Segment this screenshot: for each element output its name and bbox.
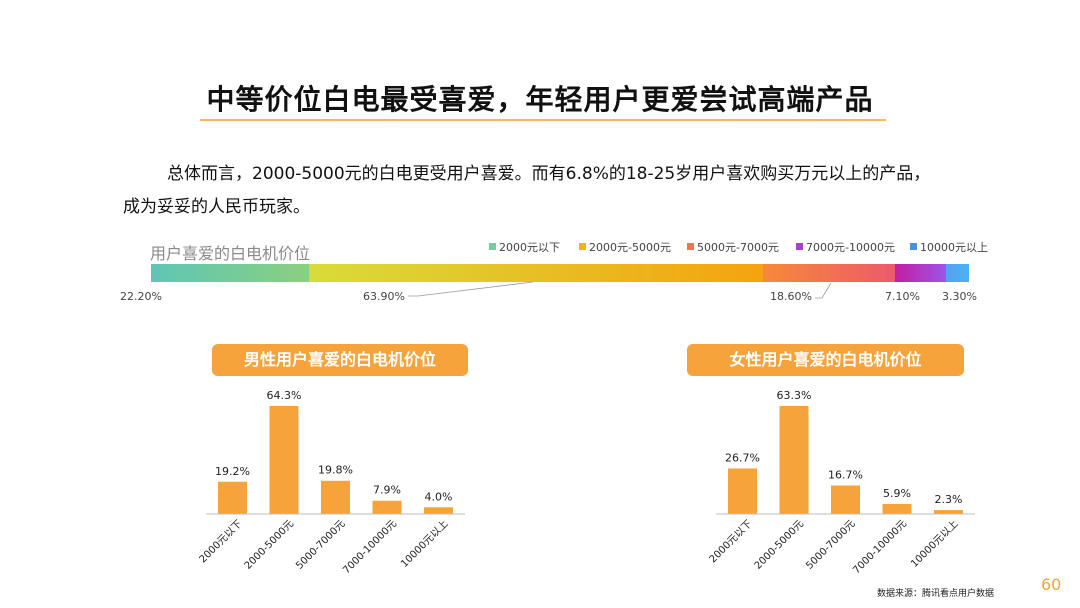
bar-value-label: 63.3% [777, 389, 812, 402]
title-underline [200, 119, 886, 121]
legend-item: 2000元-5000元 [579, 239, 671, 255]
legend-label: 5000元-7000元 [697, 241, 779, 254]
category-tick-label: 10000元以上 [398, 518, 450, 570]
stacked-segment [895, 264, 946, 282]
bar [728, 468, 757, 514]
category-tick-label: 2000-5000元 [243, 518, 296, 571]
leader-line [815, 282, 832, 299]
legend-item: 5000元-7000元 [687, 239, 779, 255]
bar-value-label: 4.0% [425, 490, 453, 503]
overall-label-leaders [408, 281, 832, 299]
legend-label: 10000元以上 [920, 241, 988, 254]
legend-swatch [579, 243, 586, 250]
category-tick-label: 7000-10000元 [851, 518, 909, 576]
bar [831, 485, 860, 514]
leader-line [408, 281, 534, 297]
legend-swatch [796, 243, 803, 250]
bar-value-label: 5.9% [883, 487, 911, 500]
category-tick-label: 2000元以下 [198, 518, 245, 565]
intro-paragraph: 总体而言，2000-5000元的白电更受用户喜爱。而有6.8%的18-25岁用户… [123, 158, 1003, 224]
legend-item: 7000元-10000元 [796, 239, 895, 255]
legend-item: 2000元以下 [489, 239, 560, 255]
data-source: 数据来源：腾讯看点用户数据 [877, 589, 995, 599]
legend-swatch [910, 243, 917, 250]
bar [321, 480, 350, 514]
female-bar-chart: 26.7% 2000元以下 63.3% 2000-5000元 16.7% 5000-700… [708, 389, 975, 576]
legend-label: 2000元以下 [499, 241, 560, 254]
bar [934, 510, 963, 514]
legend-label: 7000元-10000元 [806, 241, 895, 254]
stacked-segment [945, 264, 969, 282]
intro-line-2: 成为妥妥的人民币玩家。 [123, 197, 310, 217]
stacked-segment [308, 264, 763, 282]
male-chart-title: 男性用户喜爱的白电机价位 [212, 344, 468, 376]
page-number: 60 [1041, 575, 1062, 594]
category-tick-label: 5000-7000元 [294, 518, 347, 571]
bar [218, 481, 247, 514]
bar [882, 503, 912, 514]
segment-value-label: 63.90% [363, 290, 405, 303]
stacked-segment [151, 264, 309, 282]
stacked-segment [762, 264, 896, 282]
category-tick-label: 2000-5000元 [753, 518, 806, 571]
segment-value-label: 18.60% [770, 290, 812, 303]
segment-value-label: 7.10% [885, 290, 920, 303]
category-tick-label: 5000-7000元 [804, 518, 857, 571]
bar [269, 406, 299, 514]
bar-value-label: 2.3% [935, 493, 963, 506]
category-tick-label: 7000-10000元 [341, 518, 399, 576]
overall-chart-title: 用户喜爱的白电机价位 [150, 244, 311, 263]
bar-value-label: 16.7% [828, 469, 863, 482]
category-tick-label: 2000元以下 [708, 518, 755, 565]
female-chart-title: 女性用户喜爱的白电机价位 [687, 344, 964, 376]
bar [372, 500, 402, 514]
legend-swatch [489, 243, 496, 250]
bar-value-label: 7.9% [373, 484, 401, 497]
segment-value-label: 3.30% [942, 290, 977, 303]
segment-value-label: 22.20% [120, 290, 162, 303]
bar-value-label: 26.7% [725, 451, 760, 464]
bar [779, 406, 809, 514]
overall-stacked-bar [151, 264, 969, 282]
male-bar-chart: 19.2% 2000元以下 64.3% 2000-5000元 19.8% 5000-700… [198, 389, 465, 576]
intro-line-1: 总体而言，2000-5000元的白电更受用户喜爱。而有6.8%的18-25岁用户… [167, 164, 931, 184]
legend-label: 2000元-5000元 [589, 241, 671, 254]
bar-value-label: 19.2% [215, 465, 250, 478]
category-tick-label: 10000元以上 [908, 518, 960, 570]
legend-item: 10000元以上 [910, 239, 988, 255]
bar-value-label: 19.8% [318, 464, 353, 477]
bar-value-label: 64.3% [267, 389, 302, 402]
page-title: 中等价位白电最受喜爱，年轻用户更爱尝试高端产品 [206, 83, 874, 116]
bar [424, 507, 453, 514]
legend-swatch [687, 243, 694, 250]
